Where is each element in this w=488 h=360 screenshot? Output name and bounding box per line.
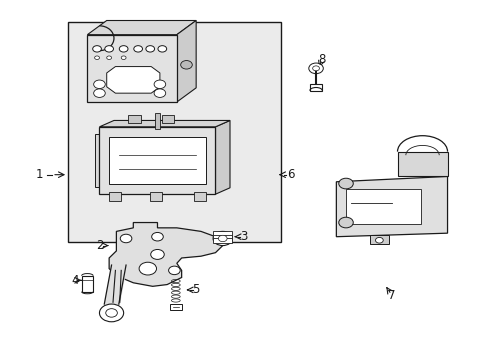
Bar	[95, 134, 104, 187]
Polygon shape	[215, 121, 229, 194]
Circle shape	[94, 89, 105, 98]
Bar	[81, 276, 93, 292]
Polygon shape	[106, 67, 160, 93]
Bar	[87, 35, 177, 102]
Text: 4: 4	[71, 274, 79, 287]
Bar	[128, 115, 140, 123]
Circle shape	[375, 238, 383, 243]
Polygon shape	[177, 21, 196, 102]
Text: 5: 5	[192, 283, 200, 296]
Circle shape	[213, 231, 232, 246]
Bar	[309, 84, 322, 91]
Circle shape	[121, 56, 126, 59]
Circle shape	[158, 46, 166, 52]
Circle shape	[120, 234, 132, 243]
Circle shape	[105, 309, 117, 317]
Polygon shape	[99, 121, 229, 127]
Bar	[369, 235, 388, 244]
Circle shape	[338, 178, 352, 189]
Circle shape	[99, 304, 123, 322]
Circle shape	[312, 66, 319, 71]
Circle shape	[338, 217, 352, 228]
Circle shape	[93, 46, 101, 52]
Circle shape	[154, 89, 165, 98]
Circle shape	[134, 46, 142, 52]
Text: 8: 8	[318, 53, 325, 66]
Polygon shape	[336, 176, 447, 237]
Bar	[109, 138, 205, 184]
Circle shape	[145, 46, 154, 52]
Text: 3: 3	[239, 230, 247, 243]
Bar	[109, 192, 121, 201]
Circle shape	[95, 56, 99, 59]
Text: 7: 7	[387, 289, 395, 302]
Text: 6: 6	[286, 168, 294, 181]
Bar	[162, 115, 174, 123]
Polygon shape	[397, 152, 447, 176]
Circle shape	[119, 46, 128, 52]
Circle shape	[150, 249, 164, 260]
Bar	[213, 238, 232, 243]
Bar	[99, 127, 215, 194]
Circle shape	[168, 266, 180, 275]
Bar	[213, 231, 232, 236]
Polygon shape	[109, 222, 223, 286]
Circle shape	[308, 63, 323, 74]
Bar	[151, 134, 161, 187]
Circle shape	[94, 80, 105, 89]
Text: 2: 2	[96, 239, 103, 252]
Circle shape	[139, 262, 156, 275]
Bar	[154, 113, 160, 129]
Text: 1: 1	[35, 168, 42, 181]
Circle shape	[151, 233, 163, 241]
Circle shape	[104, 46, 113, 52]
Bar	[193, 192, 205, 201]
Circle shape	[154, 80, 165, 89]
Bar	[213, 235, 232, 239]
Circle shape	[180, 60, 192, 69]
Bar	[68, 22, 280, 242]
Circle shape	[218, 235, 226, 242]
Bar	[170, 305, 181, 310]
Bar	[150, 192, 162, 201]
Circle shape	[106, 56, 111, 59]
Polygon shape	[87, 21, 196, 35]
Bar	[346, 189, 420, 224]
